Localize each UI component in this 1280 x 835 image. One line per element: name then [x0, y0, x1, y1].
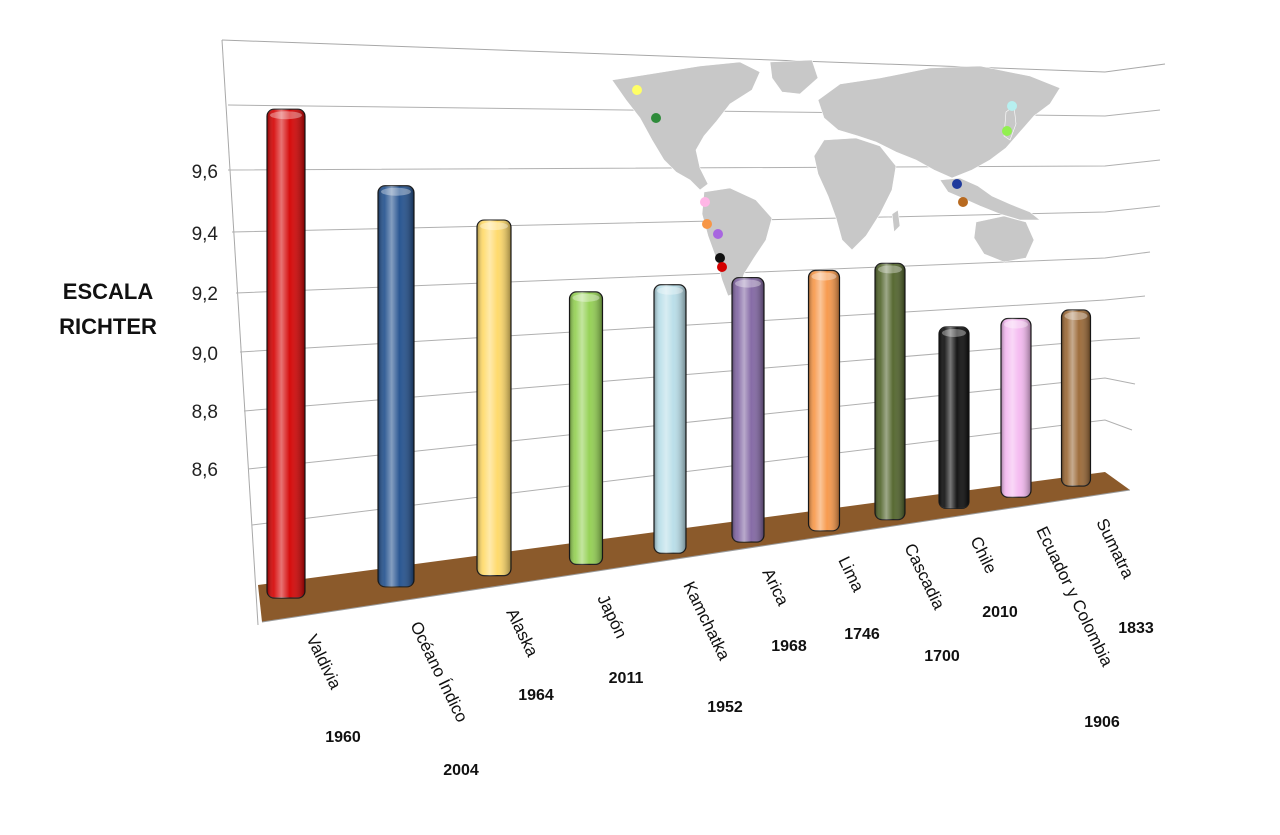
x-year-label: 1968 [771, 638, 807, 655]
x-year-label: 1746 [844, 626, 880, 643]
x-category-label: Lima [834, 553, 867, 595]
map-madagascar [891, 209, 901, 233]
x-year-label: 1906 [1084, 714, 1120, 731]
map-marker [632, 85, 642, 95]
gridline [243, 337, 1141, 412]
x-year-label: 2011 [609, 670, 644, 687]
world-map [611, 59, 1061, 297]
x-category-label: Sumatra [1092, 515, 1137, 582]
map-greenland [769, 59, 819, 95]
bar-top [878, 265, 902, 274]
bar-shading [477, 220, 511, 576]
bar [266, 108, 306, 599]
bar-shading [569, 291, 603, 565]
bar-top [1064, 312, 1088, 320]
y-tick-label: 8,6 [192, 460, 218, 481]
y-tick-label: 9,0 [192, 344, 218, 365]
bar-top [381, 187, 411, 196]
x-category-label: Kamchatka [679, 578, 734, 663]
bar [938, 326, 970, 509]
map-africa [813, 137, 897, 251]
bar [476, 219, 512, 577]
map-north-america [611, 61, 761, 191]
gridline [231, 205, 1161, 233]
map-australia [973, 215, 1035, 263]
bar [807, 269, 841, 532]
map-marker [717, 262, 727, 272]
map-europe-asia [817, 65, 1061, 179]
bar-shading [654, 284, 686, 554]
x-year-label: 1700 [924, 648, 960, 665]
gridline [239, 295, 1146, 353]
map-marker [713, 229, 723, 239]
map-marker [702, 219, 712, 229]
y-axis-label-line-2: RICHTER [59, 314, 157, 339]
bar-shading [808, 270, 840, 531]
bar-shading [378, 185, 414, 587]
gridlines [227, 104, 1161, 526]
map-marker [715, 253, 725, 263]
x-year-label: 1964 [518, 687, 554, 704]
x-category-label: Cascadia [900, 540, 948, 613]
x-category-label: Valdivia [302, 631, 345, 692]
bar [874, 262, 906, 521]
bar [1060, 309, 1092, 487]
map-marker [958, 197, 968, 207]
bar [377, 185, 415, 588]
x-category-label: Alaska [502, 605, 542, 660]
bar [731, 277, 765, 543]
x-axis-labels: Valdivia 1960 Océano Índico 2004 Alaska 1964 J… [302, 515, 1153, 779]
gridline [227, 104, 1161, 117]
x-year-label: 1833 [1118, 620, 1154, 637]
floor [258, 472, 1130, 622]
x-year-label: 1960 [325, 729, 361, 746]
bar-top [480, 222, 508, 231]
map-marker [1002, 126, 1012, 136]
map-markers [632, 85, 1017, 272]
map-marker [700, 197, 710, 207]
x-category-label: Chile [966, 533, 1000, 576]
bar-top [942, 328, 966, 337]
y-axis-ticks: 8,6 8,8 9,0 9,2 9,4 9,6 [192, 162, 219, 481]
bar [1000, 317, 1032, 498]
x-year-label: 2004 [443, 762, 479, 779]
x-category-label: Japón [593, 591, 630, 641]
bar-top [811, 272, 837, 281]
bar-top [657, 286, 683, 295]
x-year-label: 2010 [982, 604, 1018, 621]
bar-top [270, 111, 302, 120]
map-marker [1007, 101, 1017, 111]
bar-top [1004, 320, 1028, 329]
bar-shading [939, 326, 969, 509]
y-tick-label: 8,8 [192, 402, 218, 423]
map-marker [952, 179, 962, 189]
bars [266, 108, 1092, 599]
bar-shading [1001, 318, 1031, 498]
bar-shading [732, 277, 764, 542]
gridline [235, 251, 1151, 294]
map-marker [651, 113, 661, 123]
bar [568, 291, 604, 565]
y-tick-label: 9,2 [192, 284, 218, 305]
bar-shading [1061, 310, 1091, 486]
y-tick-label: 9,6 [192, 162, 218, 183]
gridline [251, 419, 1133, 526]
x-axis-line [261, 489, 1131, 623]
x-category-label: Arica [758, 565, 792, 609]
gridline [247, 377, 1136, 470]
y-tick-label: 9,4 [192, 224, 219, 245]
bar-shading [267, 109, 305, 598]
bar-shading [875, 263, 905, 520]
bar-top [572, 293, 600, 302]
gridline [227, 159, 1161, 171]
bar [653, 284, 687, 554]
x-category-label: Océano Índico [406, 618, 471, 725]
x-year-label: 1952 [707, 699, 743, 716]
bar-top [735, 279, 761, 288]
y-axis-label-line-1: ESCALA [63, 279, 154, 304]
